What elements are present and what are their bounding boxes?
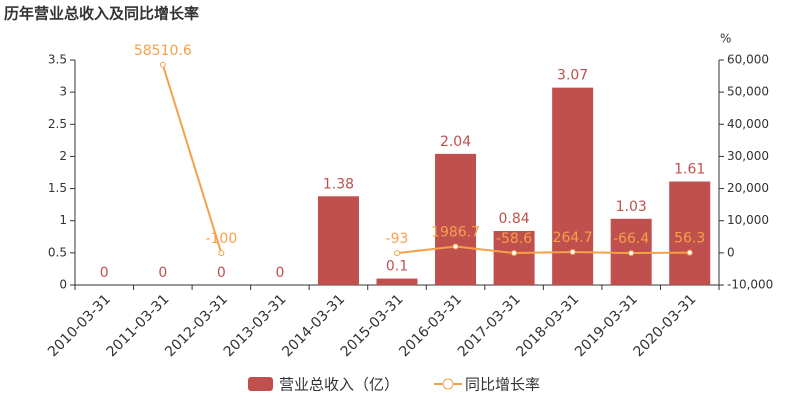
line-value-label: -66.4 [613, 231, 649, 247]
y-tick-label: 2.5 [48, 117, 67, 131]
line-value-label: -100 [205, 231, 237, 247]
y-tick-label: 3.5 [48, 53, 67, 67]
bar [435, 153, 477, 285]
bar-value-label: 0 [158, 265, 167, 281]
bar-value-label: 0 [100, 265, 109, 281]
bar [552, 87, 594, 286]
y2-tick-label: 0 [727, 245, 735, 259]
bar [669, 181, 711, 285]
line-point [686, 249, 693, 256]
y-tick-label: 1.5 [48, 181, 67, 195]
y-tick-label: 0.5 [48, 245, 67, 259]
line-point [218, 250, 225, 257]
line-value-label: 264.7 [553, 230, 593, 246]
bar-value-label: 0.1 [386, 259, 408, 275]
line-point [159, 61, 166, 68]
bar [493, 231, 535, 285]
line [161, 64, 690, 255]
y-tick-label: 2 [59, 149, 67, 163]
line-point [628, 250, 635, 257]
y2-tick-label: 40,000 [727, 117, 769, 131]
bar-value-label: 1.03 [616, 199, 647, 215]
y2-tick-label: 20,000 [727, 181, 769, 195]
line-value-label: -58.6 [496, 231, 532, 247]
bar [317, 196, 359, 285]
bar-value-label: 0 [275, 265, 284, 281]
bar-value-label: 1.38 [323, 176, 354, 192]
line-point [511, 250, 518, 257]
bar-value-label: 0 [217, 265, 226, 281]
legend-label: 营业总收入（亿） [279, 376, 399, 394]
line-point [452, 243, 459, 250]
y2-tick-label: 50,000 [727, 85, 769, 99]
legend-swatch [248, 377, 273, 391]
line-value-label: 56.3 [674, 231, 705, 247]
y-tick-label: 0 [59, 278, 67, 292]
x-tick-label: 2020-03-31 [631, 291, 700, 360]
y-tick-label: 1 [59, 213, 67, 227]
y2-axis-label: % [720, 32, 731, 46]
legend-label: 同比增长率 [465, 376, 540, 394]
bar-value-label: 2.04 [440, 134, 471, 150]
y-tick-label: 3 [59, 85, 67, 99]
line-point [394, 250, 400, 257]
chart-title: 历年营业总收入及同比增长率 [4, 5, 199, 23]
y2-tick-label: 30,000 [727, 149, 769, 163]
y2-tick-label: 60,000 [727, 53, 769, 67]
line-point [569, 249, 576, 256]
line-value-label: 58510.6 [134, 43, 192, 59]
line-value-label: 1986.7 [431, 224, 480, 240]
line-value-label: -93 [386, 231, 409, 247]
bar-value-label: 0.84 [499, 211, 530, 227]
bar-value-label: 3.07 [557, 68, 588, 84]
bar [376, 278, 418, 285]
y2-tick-label: 10,000 [727, 213, 769, 227]
y2-tick-label: -10,000 [727, 278, 773, 292]
legend-swatch [442, 378, 454, 390]
bar-value-label: 1.61 [674, 162, 705, 178]
